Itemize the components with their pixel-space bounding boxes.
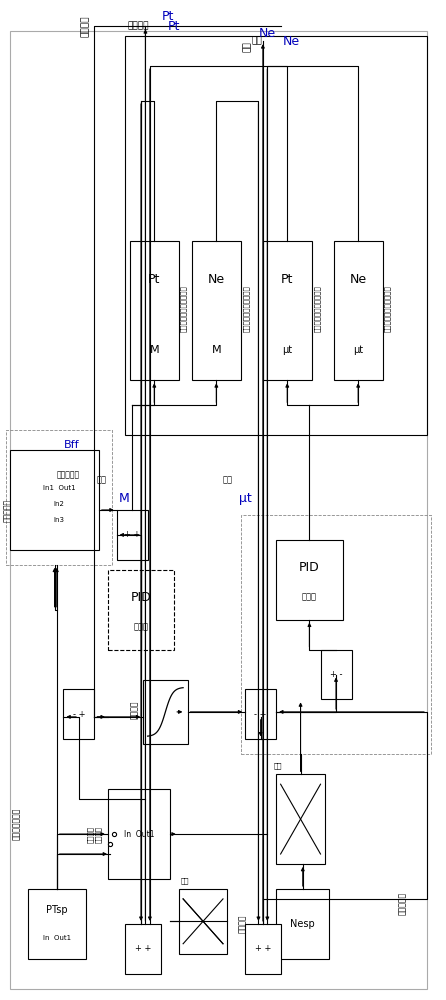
Text: 燃料: 燃料 <box>97 476 107 485</box>
Text: 限速: 限速 <box>181 877 190 884</box>
Bar <box>241 515 431 754</box>
Bar <box>179 889 227 954</box>
Bar <box>334 241 383 380</box>
Text: 燃料扰动下压力动态特性: 燃料扰动下压力动态特性 <box>180 285 186 332</box>
Text: Ne: Ne <box>259 27 276 40</box>
Bar <box>130 241 179 380</box>
Text: 负荷: 负荷 <box>243 41 252 52</box>
Text: 主汽压力: 主汽压力 <box>128 22 149 31</box>
Text: M: M <box>119 492 130 505</box>
Text: Ne: Ne <box>208 273 225 286</box>
Text: In3: In3 <box>54 517 65 523</box>
Text: + +: + + <box>124 530 140 539</box>
Text: Pt: Pt <box>281 273 293 286</box>
Text: In1  Out1: In1 Out1 <box>43 485 75 491</box>
Bar <box>10 450 99 550</box>
Text: 调门扰动下压力动态特性: 调门扰动下压力动态特性 <box>314 285 320 332</box>
Text: μt: μt <box>353 345 363 355</box>
Bar <box>263 241 312 380</box>
Text: 燃料扰动下负荷动态特性: 燃料扰动下负荷动态特性 <box>243 285 250 332</box>
Bar <box>245 924 281 974</box>
Text: Pt: Pt <box>168 20 180 33</box>
Bar <box>125 36 427 435</box>
Text: 压力生成
高阶环节: 压力生成 高阶环节 <box>87 826 102 843</box>
Bar <box>192 241 241 380</box>
Text: M: M <box>211 345 221 355</box>
Text: μt: μt <box>282 345 292 355</box>
Text: Bff: Bff <box>63 440 79 450</box>
Text: PID: PID <box>299 561 320 574</box>
Bar <box>125 924 161 974</box>
Bar <box>63 689 95 739</box>
Text: + -: + - <box>330 670 342 679</box>
Text: - +: - + <box>73 710 85 719</box>
Text: 前馈控制器: 前馈控制器 <box>3 498 12 522</box>
Text: μt: μt <box>239 492 251 505</box>
Text: 主汽压力设定値: 主汽压力设定値 <box>12 808 21 840</box>
Text: PTsp: PTsp <box>46 905 68 915</box>
Text: 主汽压力: 主汽压力 <box>81 16 90 37</box>
Text: 调门: 调门 <box>223 476 233 485</box>
Text: Pt: Pt <box>161 10 174 23</box>
Bar <box>321 650 351 699</box>
Text: In  Out1: In Out1 <box>124 830 154 839</box>
Text: 前馈控制器: 前馈控制器 <box>56 471 79 480</box>
Bar <box>179 889 227 954</box>
Bar <box>276 889 330 959</box>
Text: 机主控: 机主控 <box>302 593 317 602</box>
Bar <box>108 570 174 650</box>
Text: + +: + + <box>135 944 151 953</box>
Text: 压力回路: 压力回路 <box>130 700 139 719</box>
Text: 炉主控: 炉主控 <box>133 623 149 632</box>
Text: 负荷: 负荷 <box>252 37 263 46</box>
Text: M: M <box>149 345 159 355</box>
Text: - +: - + <box>254 710 267 719</box>
Text: + +: + + <box>255 944 271 953</box>
Text: Ne: Ne <box>350 273 367 286</box>
Text: Ne: Ne <box>283 35 300 48</box>
Bar <box>28 889 86 959</box>
Text: 负荷设定値: 负荷设定値 <box>398 892 407 915</box>
Bar <box>6 430 112 565</box>
Text: Nesp: Nesp <box>290 919 315 929</box>
Text: 调门扰动下负荷动态特性: 调门扰动下负荷动态特性 <box>384 285 390 332</box>
Bar <box>116 510 148 560</box>
Text: 滑压曲线: 滑压曲线 <box>239 915 248 933</box>
Text: PID: PID <box>131 591 151 604</box>
Text: 限速: 限速 <box>274 763 282 769</box>
Text: In  Out1: In Out1 <box>43 935 71 941</box>
Bar <box>276 540 343 620</box>
Text: Pt: Pt <box>148 273 161 286</box>
Bar <box>276 774 325 864</box>
Bar <box>143 680 187 744</box>
Bar <box>245 689 276 739</box>
Text: In2: In2 <box>54 501 64 507</box>
Bar <box>108 789 170 879</box>
